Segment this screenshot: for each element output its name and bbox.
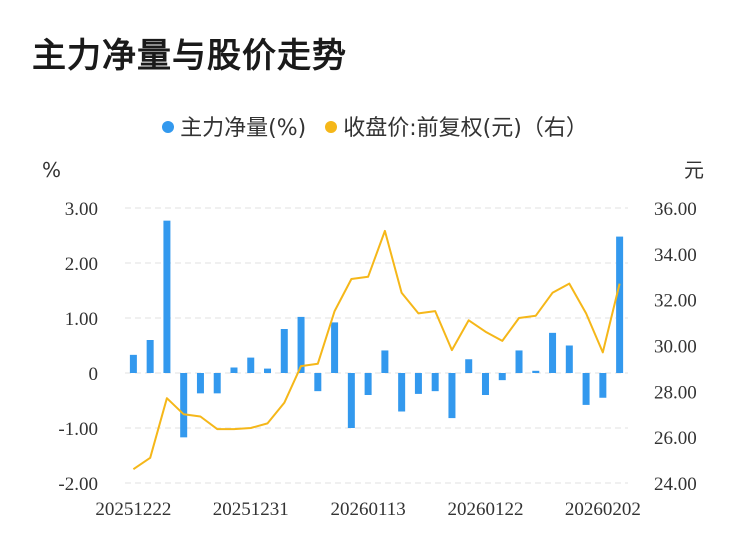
left-axis-ticks: 3.00 2.00 1.00 0 -1.00 -2.00 bbox=[58, 199, 98, 495]
bar bbox=[146, 340, 154, 373]
bar bbox=[381, 350, 389, 373]
bar bbox=[498, 373, 506, 381]
right-tick-label: 34.00 bbox=[654, 245, 697, 266]
bar bbox=[532, 370, 540, 373]
right-tick-label: 30.00 bbox=[654, 337, 697, 358]
x-tick-label: 20260113 bbox=[330, 499, 405, 520]
bar bbox=[565, 345, 573, 373]
legend-dot-icon bbox=[162, 121, 175, 133]
right-tick-label: 28.00 bbox=[654, 382, 697, 403]
left-axis-unit: % bbox=[42, 158, 61, 182]
left-tick-label: 2.00 bbox=[65, 254, 98, 275]
bar bbox=[163, 220, 171, 373]
legend: 主力净量(%) 收盘价:前复权(元)（右） bbox=[0, 110, 750, 142]
right-axis-unit: 元 bbox=[684, 158, 704, 182]
bar bbox=[280, 329, 288, 373]
left-tick-label: 1.00 bbox=[65, 309, 98, 330]
close-price-line bbox=[132, 229, 621, 471]
line-series bbox=[132, 229, 621, 471]
bar bbox=[398, 373, 406, 412]
bar bbox=[264, 368, 272, 373]
left-tick-label: -2.00 bbox=[58, 474, 98, 495]
bar bbox=[582, 373, 590, 405]
bar bbox=[213, 373, 221, 394]
gridlines bbox=[125, 207, 628, 484]
bar bbox=[247, 357, 255, 373]
left-tick-label: -1.00 bbox=[58, 419, 98, 440]
x-tick-label: 20251222 bbox=[95, 499, 171, 520]
bar bbox=[297, 316, 305, 373]
bar bbox=[549, 332, 557, 373]
legend-label: 主力净量(%) bbox=[180, 116, 307, 141]
bar bbox=[465, 359, 473, 373]
bar bbox=[431, 373, 439, 392]
bar bbox=[515, 350, 523, 373]
bar bbox=[230, 367, 238, 373]
bar bbox=[129, 354, 137, 373]
bar bbox=[180, 373, 188, 438]
bar bbox=[599, 373, 607, 398]
x-tick-label: 20260122 bbox=[447, 499, 523, 520]
right-tick-label: 36.00 bbox=[654, 199, 697, 220]
chart-title: 主力净量与股价走势 bbox=[32, 36, 347, 76]
bar bbox=[196, 373, 204, 394]
legend-item-close-price[interactable]: 收盘价:前复权(元)（右） bbox=[325, 110, 588, 142]
bar bbox=[347, 373, 355, 428]
bar bbox=[616, 236, 624, 373]
legend-item-net-volume[interactable]: 主力净量(%) bbox=[162, 110, 306, 142]
bar bbox=[331, 322, 339, 373]
right-tick-label: 24.00 bbox=[654, 474, 697, 495]
x-tick-label: 20260202 bbox=[565, 499, 641, 520]
left-tick-label: 3.00 bbox=[65, 199, 98, 220]
right-axis-ticks: 36.00 34.00 32.00 30.00 28.00 26.00 24.00 bbox=[654, 199, 697, 495]
legend-label: 收盘价:前复权(元)（右） bbox=[343, 116, 588, 141]
right-tick-label: 32.00 bbox=[654, 291, 697, 312]
bar bbox=[364, 373, 372, 395]
bar bbox=[481, 373, 489, 395]
bar bbox=[448, 373, 456, 419]
bar bbox=[314, 373, 322, 392]
right-tick-label: 26.00 bbox=[654, 428, 697, 449]
bar-series bbox=[129, 220, 624, 438]
legend-dot-icon bbox=[325, 121, 338, 133]
x-axis-ticks: 20251222 20251231 20260113 20260122 20260202 bbox=[95, 499, 640, 520]
left-tick-label: 0 bbox=[89, 364, 99, 385]
x-tick-label: 20251231 bbox=[213, 499, 289, 520]
bar bbox=[414, 373, 422, 394]
